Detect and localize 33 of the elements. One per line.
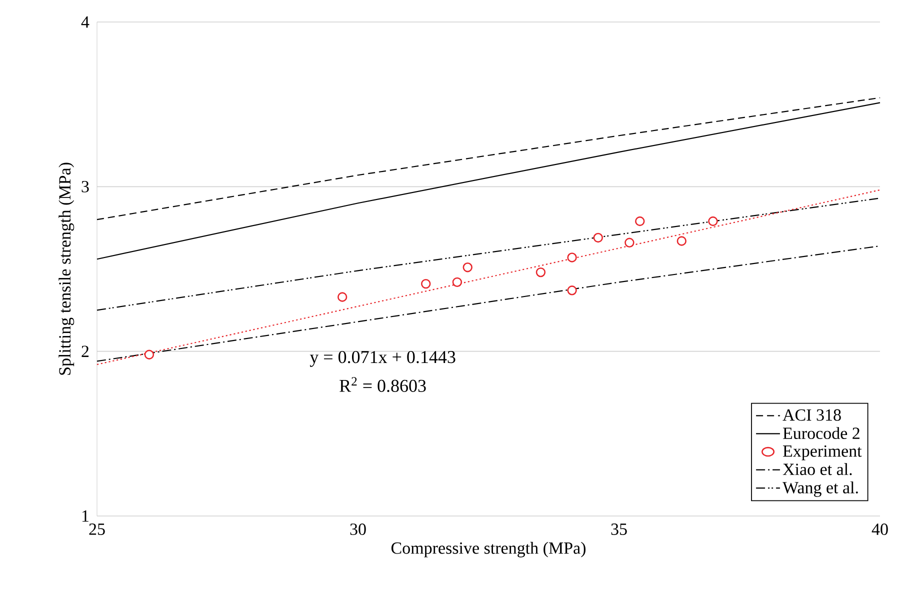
point	[536, 267, 546, 278]
point	[635, 216, 645, 226]
legend-label: Xiao et al.	[782, 463, 852, 476]
y-tick-label: 1	[82, 510, 88, 522]
x-tick-label: 25	[89, 524, 105, 535]
legend-label: Experiment	[782, 445, 862, 460]
legend-label: Eurocode 2	[782, 427, 860, 440]
line-series	[96, 97, 881, 220]
x-axis-title: Compressive strength (MPa)	[391, 542, 586, 558]
line-series	[96, 102, 881, 260]
point	[708, 216, 718, 226]
point	[676, 236, 686, 246]
line-series	[96, 198, 881, 311]
x-tick-label: 30	[350, 524, 366, 536]
point	[421, 278, 431, 289]
point	[567, 286, 577, 296]
y-tick-label: 3	[82, 180, 89, 192]
x-tick-label: 35	[611, 524, 627, 535]
annotation: R$^{2}$ = 0.8603	[340, 377, 426, 392]
y-axis-title: Splitting tensile strength (MPa)	[58, 162, 74, 375]
x-tick-label: 40	[872, 524, 888, 536]
point	[452, 277, 462, 288]
y-tick-label: 2	[82, 346, 89, 357]
point	[144, 350, 154, 360]
legend-label: Wang et al.	[782, 481, 858, 497]
annotation: y = 0.071x + 0.1443	[310, 350, 456, 367]
point	[593, 232, 603, 243]
point	[567, 252, 577, 262]
point	[337, 292, 348, 302]
y-tick-label: 4	[81, 16, 90, 28]
point	[462, 262, 472, 272]
point	[624, 238, 634, 248]
legend-label: ACI 318	[782, 409, 841, 421]
